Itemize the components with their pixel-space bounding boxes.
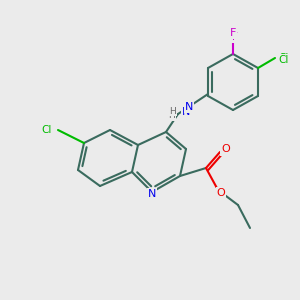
Text: O: O	[216, 189, 224, 199]
Text: O: O	[222, 144, 230, 154]
Text: H: H	[168, 112, 175, 121]
Text: Cl: Cl	[44, 125, 54, 135]
Text: O: O	[217, 188, 225, 198]
Text: F: F	[230, 28, 236, 38]
Text: O: O	[220, 145, 230, 155]
Text: N: N	[148, 189, 156, 199]
Text: N: N	[182, 107, 190, 117]
Text: N: N	[185, 102, 194, 112]
Text: Cl: Cl	[278, 55, 288, 65]
Text: Cl: Cl	[278, 53, 288, 63]
Text: H: H	[169, 106, 176, 116]
Text: Cl: Cl	[42, 125, 52, 135]
Text: F: F	[232, 32, 238, 42]
